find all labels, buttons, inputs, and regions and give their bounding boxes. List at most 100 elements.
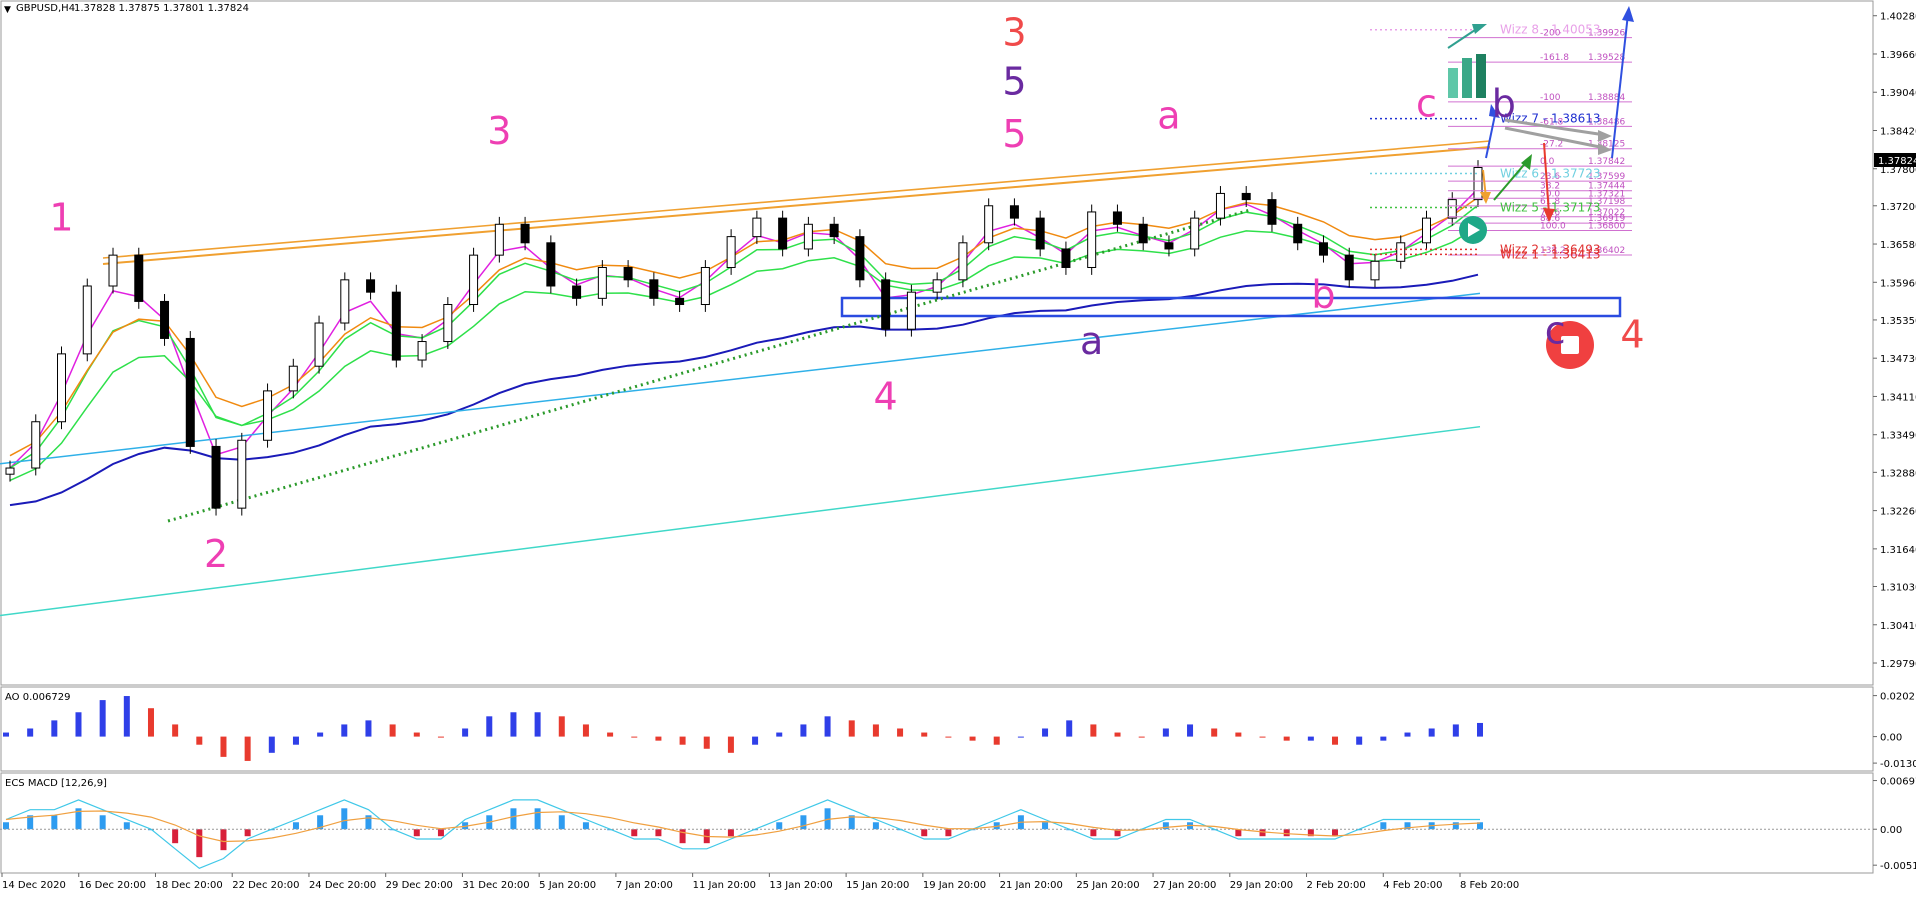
resistance-trendline-2 <box>102 140 1491 259</box>
macd-bar <box>776 822 783 830</box>
ao-bar <box>631 736 638 738</box>
arrow-green-up <box>1493 159 1529 201</box>
macd-bar <box>365 815 372 830</box>
stop-icon[interactable] <box>1546 321 1594 369</box>
wave-label-c: c <box>1416 81 1437 125</box>
ao-bar <box>1428 728 1435 737</box>
candle-body <box>160 300 170 339</box>
fib-label: -100 <box>1540 93 1561 103</box>
support-zone-box <box>840 296 1622 318</box>
macd-bar <box>1090 829 1097 837</box>
time-tick-label: 29 Jan 20:00 <box>1230 880 1293 891</box>
macd-bar <box>1042 822 1049 830</box>
macd-bar <box>727 829 734 837</box>
macd-bar <box>292 822 299 830</box>
ao-bar <box>969 736 976 741</box>
candle-body <box>1035 217 1045 250</box>
candle-body <box>778 217 788 250</box>
candle-body <box>546 242 556 287</box>
ao-bar <box>413 732 420 737</box>
macd-bar <box>123 822 130 830</box>
ao-bar <box>3 732 9 737</box>
ao-bar <box>292 736 299 745</box>
time-tick-label: 4 Feb 20:00 <box>1383 880 1442 891</box>
play-icon[interactable] <box>1459 216 1487 244</box>
ao-bar <box>268 736 275 753</box>
time-tick-label: 19 Jan 20:00 <box>923 880 986 891</box>
candle-body <box>1215 192 1225 219</box>
ao-bar <box>1090 724 1097 737</box>
ao-bar <box>727 736 734 753</box>
fib-price: 1.38884 <box>1588 93 1625 103</box>
candle-body <box>1009 205 1019 219</box>
wave-label-3: 3 <box>487 109 511 153</box>
time-tick-label: 21 Jan 20:00 <box>1000 880 1063 891</box>
arrow-red-down <box>1543 142 1550 215</box>
price-tick-label: 1.39040 <box>1880 88 1916 99</box>
candle-body <box>623 266 633 281</box>
fib-label: 138.2 <box>1540 246 1566 256</box>
current-price-text: 1.37824 <box>1878 156 1916 167</box>
price-tick-label: 1.30410 <box>1880 621 1916 632</box>
candle-body <box>1241 192 1251 201</box>
ao-bar <box>534 712 541 737</box>
macd-bar <box>1114 829 1121 837</box>
wizz-label: Wizz 2 - 1.36493 <box>1500 242 1601 256</box>
time-tick-label: 22 Dec 20:00 <box>232 880 299 891</box>
candle-body <box>932 279 942 293</box>
ao-title: AO 0.006729 <box>5 692 70 703</box>
candle-body <box>958 242 968 281</box>
macd-bar <box>945 829 952 837</box>
arrow-head-grey-2 <box>1598 143 1612 155</box>
candle-body <box>494 223 504 256</box>
ao-bar <box>510 712 517 737</box>
macd-bar <box>75 808 82 830</box>
fib-label: 0.0 <box>1540 157 1555 167</box>
fib-price: 1.36402 <box>1588 246 1625 256</box>
price-tick-label: 1.31030 <box>1880 583 1916 594</box>
macd-bar <box>1235 829 1242 837</box>
macd-bar <box>993 822 1000 830</box>
time-tick-label: 25 Jan 20:00 <box>1076 880 1139 891</box>
price-tick-label: 1.38420 <box>1880 126 1916 137</box>
candle-body <box>340 279 350 324</box>
candle-body <box>469 254 479 306</box>
arrow-blue-up-long <box>1611 13 1629 159</box>
ao-bar <box>1283 736 1290 741</box>
fib-label: -200 <box>1540 29 1561 39</box>
macd-title: ECS MACD [12,26,9] <box>5 778 107 789</box>
candle-body <box>675 297 685 306</box>
ao-panel <box>0 686 1874 772</box>
ao-bar <box>1356 736 1363 745</box>
time-tick-label: 5 Jan 20:00 <box>539 880 596 891</box>
ao-bar <box>244 736 251 761</box>
time-tick-label: 13 Jan 20:00 <box>769 880 832 891</box>
macd-tick-label: -0.005152 <box>1880 861 1916 872</box>
price-tick-label: 1.34730 <box>1880 354 1916 365</box>
candle-body <box>57 353 67 423</box>
ao-bar <box>558 716 565 737</box>
ao-bar <box>1235 732 1242 737</box>
fib-label: 38.2 <box>1540 182 1560 192</box>
fib-label: 50.0 <box>1540 189 1560 199</box>
ao-bar <box>220 736 227 757</box>
fib-price: 1.38125 <box>1588 140 1625 150</box>
fib-price: 1.37842 <box>1588 157 1625 167</box>
projection-arrows <box>1447 6 1634 222</box>
ma-cyan-line <box>0 292 1481 465</box>
candle-body <box>31 421 41 469</box>
ao-bar <box>437 736 444 738</box>
candle-body <box>263 390 273 441</box>
price-tick-label: 1.37800 <box>1880 165 1916 176</box>
ao-bar <box>679 736 686 745</box>
fib-price: 1.36919 <box>1588 214 1625 224</box>
header-arrow-icon[interactable]: ▼ <box>4 5 11 15</box>
time-tick-label: 31 Dec 20:00 <box>462 880 529 891</box>
candle-body <box>906 291 916 330</box>
time-tick-label: 15 Jan 20:00 <box>846 880 909 891</box>
ao-bar <box>1332 736 1339 745</box>
moving-averages <box>0 188 1481 617</box>
wave-label-1: 1 <box>49 195 73 239</box>
ao-bar <box>776 732 783 737</box>
fib-label: -61.8 <box>1540 117 1564 127</box>
